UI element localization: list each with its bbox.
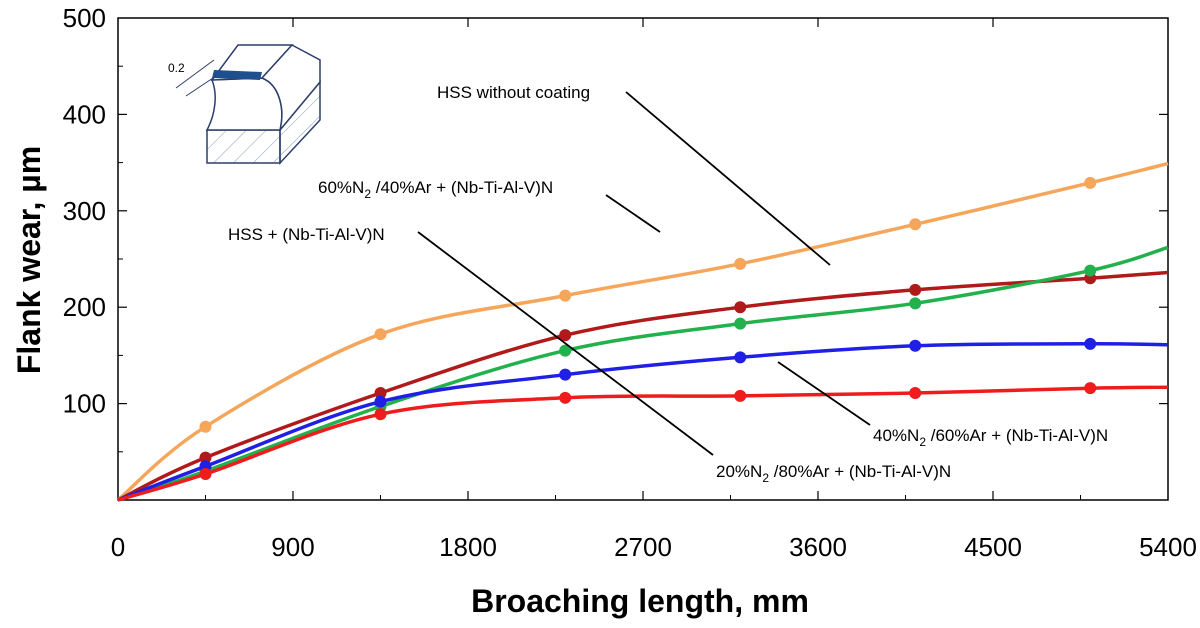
data-point-3 xyxy=(559,368,572,381)
x-tick-label: 0 xyxy=(111,532,125,562)
leader-line-hss xyxy=(625,91,831,266)
x-tick-label: 4500 xyxy=(964,532,1022,562)
label-60n2-40ar: 60%N2 /40%Ar + (Nb-Ti-Al-V)N xyxy=(318,178,553,201)
data-point-4 xyxy=(734,389,747,402)
data-point-1 xyxy=(374,386,387,399)
data-point-1 xyxy=(199,451,212,464)
data-point-0 xyxy=(909,218,922,231)
data-point-0 xyxy=(734,257,747,270)
series-line-0 xyxy=(116,161,1169,502)
y-tick-label: 500 xyxy=(63,3,106,33)
data-point-1 xyxy=(559,329,572,342)
data-point-1 xyxy=(734,301,747,314)
data-point-2 xyxy=(1084,264,1097,277)
y-tick-label: 300 xyxy=(63,196,106,226)
label-60n2-sub: 2 xyxy=(364,187,371,201)
data-point-2 xyxy=(909,297,922,310)
data-point-0 xyxy=(1084,176,1097,189)
data-point-0 xyxy=(199,420,212,433)
y-tick-label: 200 xyxy=(63,292,106,322)
data-point-1 xyxy=(909,283,922,296)
label-40n2-post: /60%Ar + (Nb-Ti-Al-V)N xyxy=(926,426,1108,445)
x-tick-label: 900 xyxy=(271,532,314,562)
data-point-4 xyxy=(1084,382,1097,395)
leader-line-n60 xyxy=(605,194,661,233)
inset-depth-label: 0.2 xyxy=(168,61,185,75)
data-point-3 xyxy=(1084,337,1097,350)
label-40n2-60ar: 40%N2 /60%Ar + (Nb-Ti-Al-V)N xyxy=(873,426,1108,449)
label-20n2-80ar: 20%N2 /80%Ar + (Nb-Ti-Al-V)N xyxy=(716,462,951,485)
y-tick-label: 100 xyxy=(63,389,106,419)
y-tick-label: 400 xyxy=(63,99,106,129)
series-line-3 xyxy=(117,342,1169,502)
x-tick-label: 2700 xyxy=(614,532,672,562)
x-tick-label: 1800 xyxy=(439,532,497,562)
data-point-3 xyxy=(374,395,387,408)
x-tick-label: 3600 xyxy=(789,532,847,562)
label-60n2-pre: 60%N xyxy=(318,178,364,197)
axes: 0 900 1800 2700 3600 4500 5400 100 200 300 400 500 xyxy=(63,3,1197,562)
y-axis-title: Flank wear, µm xyxy=(11,146,47,374)
data-point-4 xyxy=(909,386,922,399)
x-axis-title: Broaching length, mm xyxy=(471,583,809,619)
tool-edge-inset: 0.2 xyxy=(168,44,321,165)
label-hss-without-coating: HSS without coating xyxy=(437,83,590,102)
series-line-2 xyxy=(117,245,1169,502)
label-40n2-sub: 2 xyxy=(919,435,926,449)
data-point-3 xyxy=(909,339,922,352)
series-layer xyxy=(116,161,1169,502)
data-point-0 xyxy=(374,328,387,341)
x-tick-label: 5400 xyxy=(1139,532,1197,562)
series-line-4 xyxy=(117,385,1169,502)
data-point-2 xyxy=(734,317,747,330)
data-point-3 xyxy=(734,351,747,364)
leader-line-n40 xyxy=(777,361,871,426)
label-40n2-pre: 40%N xyxy=(873,426,919,445)
label-20n2-pre: 20%N xyxy=(716,462,762,481)
data-point-4 xyxy=(374,408,387,421)
data-point-2 xyxy=(559,344,572,357)
data-point-4 xyxy=(559,391,572,404)
data-point-0 xyxy=(559,289,572,302)
label-60n2-post: /40%Ar + (Nb-Ti-Al-V)N xyxy=(371,178,553,197)
label-hss-coated: HSS + (Nb-Ti-Al-V)N xyxy=(228,225,385,244)
leader-line-hssc xyxy=(417,231,714,456)
label-20n2-post: /80%Ar + (Nb-Ti-Al-V)N xyxy=(769,462,951,481)
label-20n2-sub: 2 xyxy=(762,471,769,485)
data-point-4 xyxy=(199,467,212,480)
annotation-leader-lines xyxy=(417,91,871,456)
